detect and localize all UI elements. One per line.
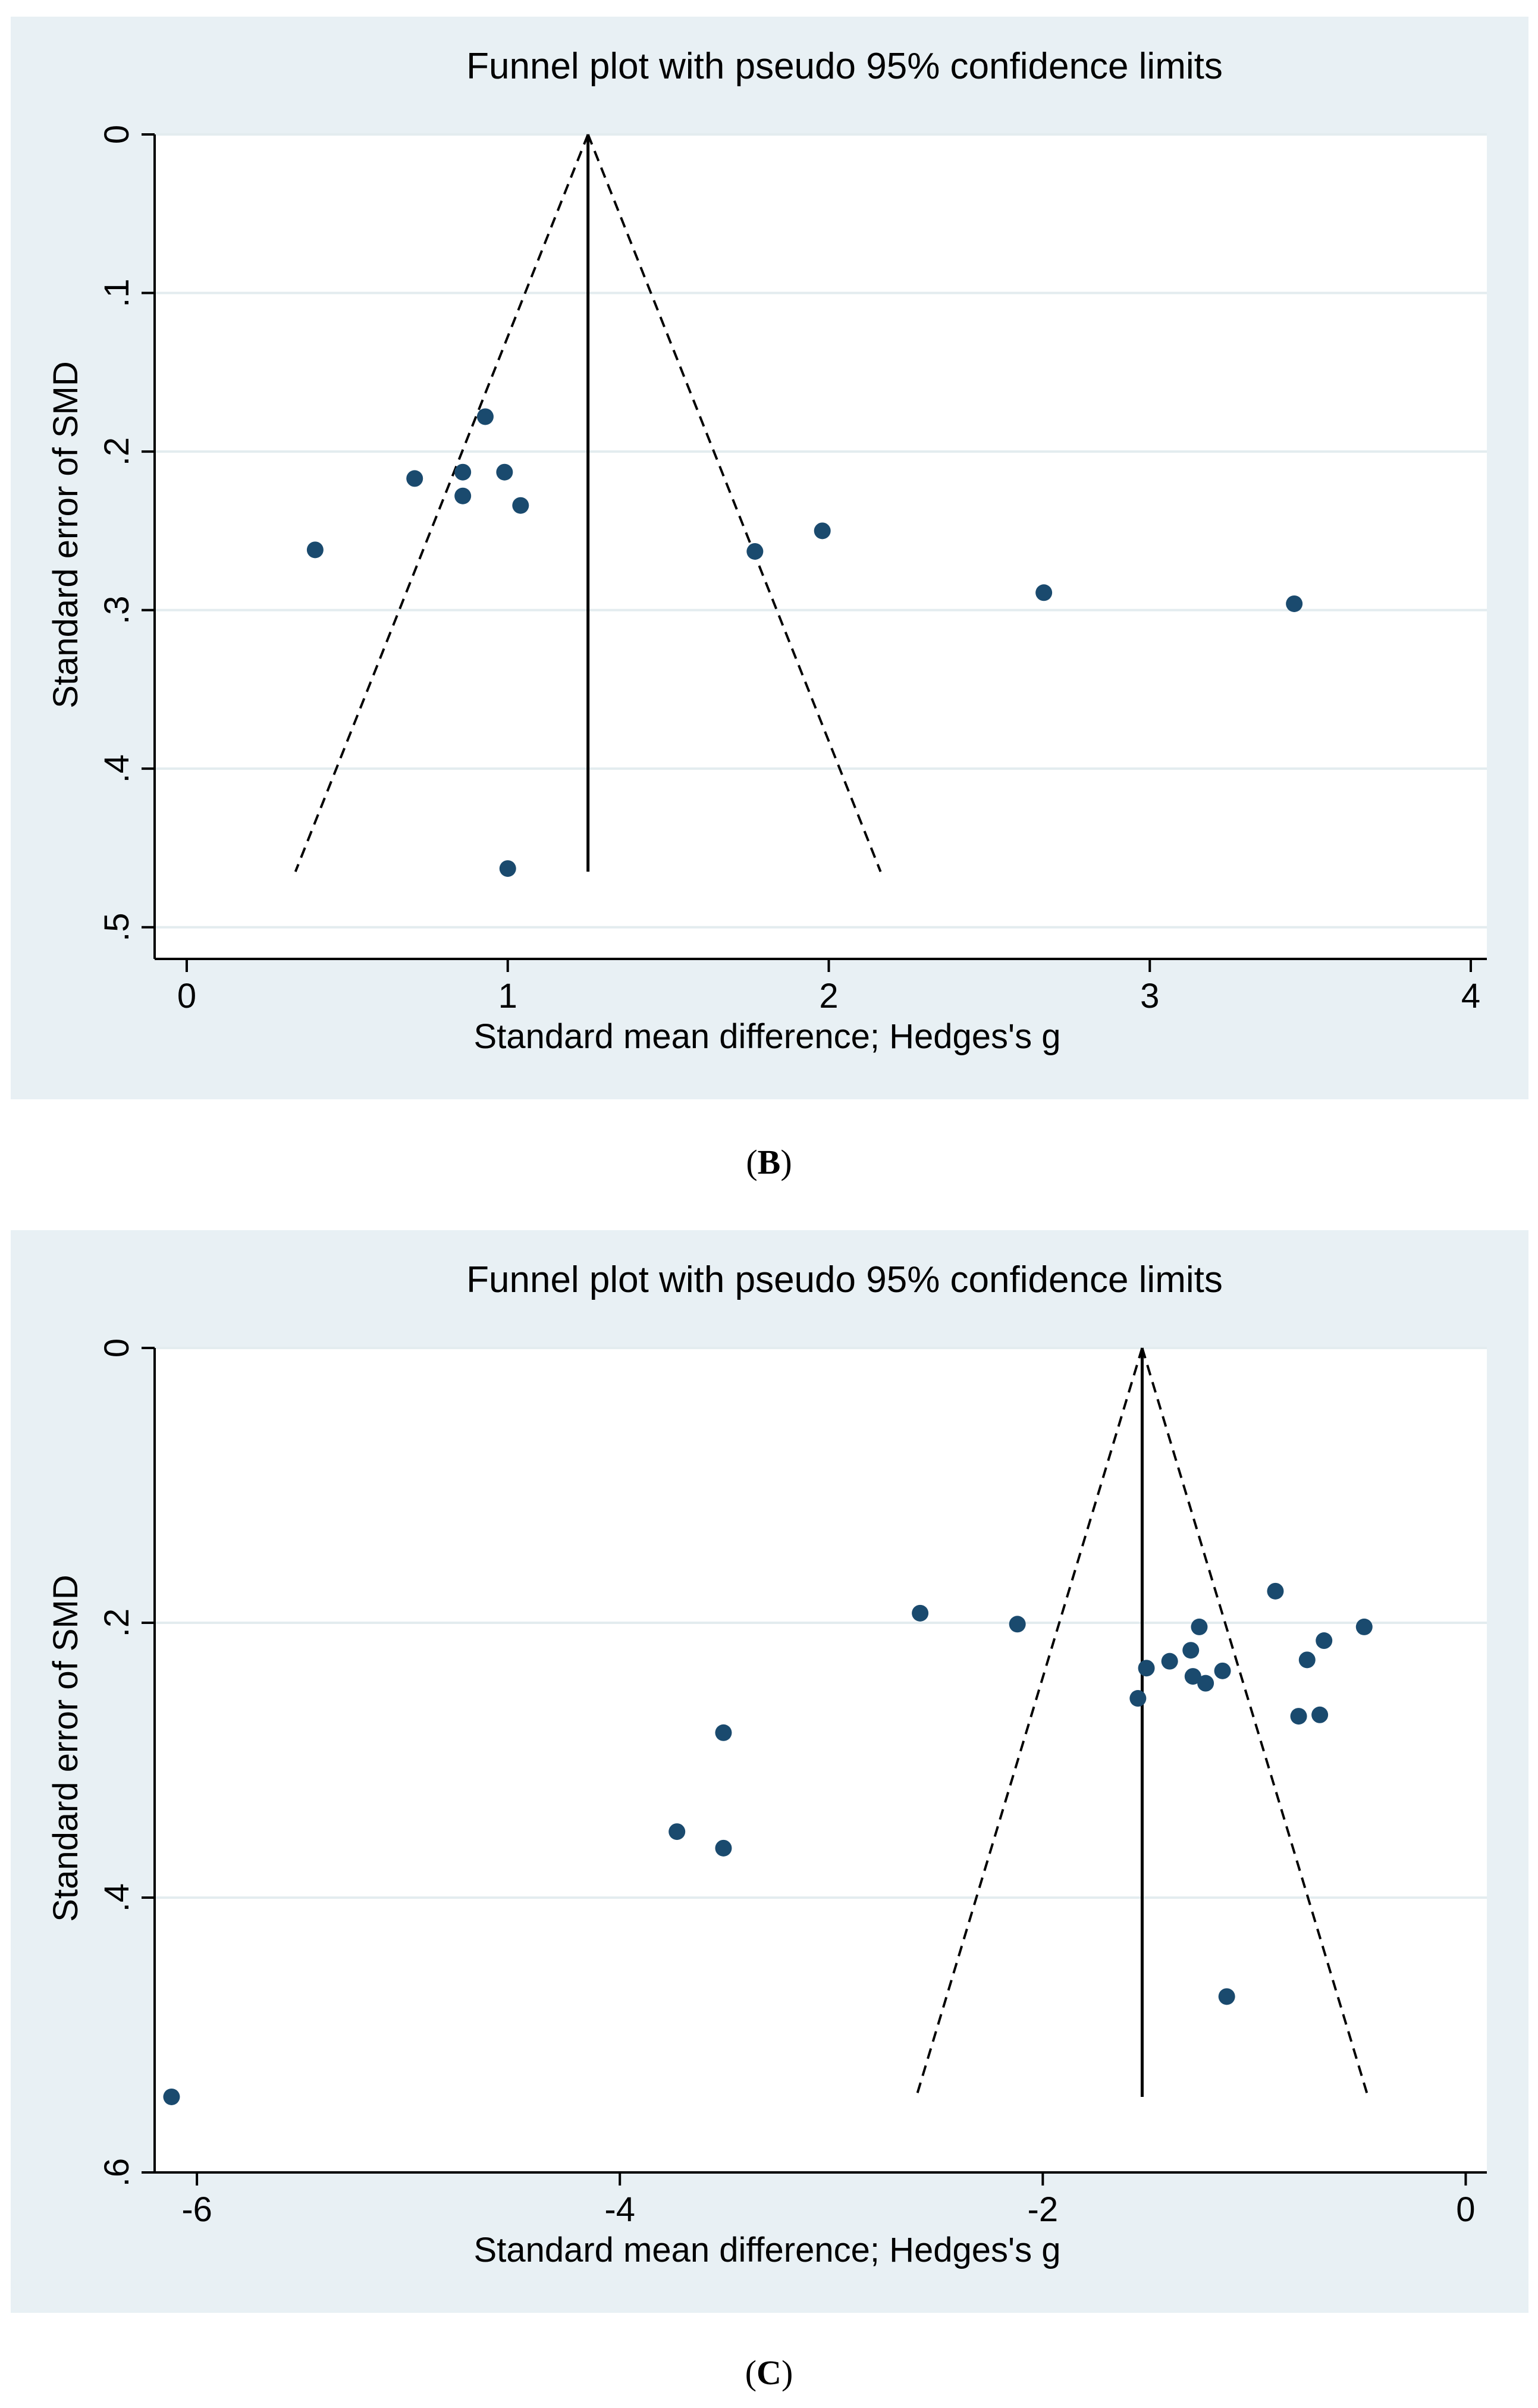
x-tick-label: 4 [1461, 977, 1480, 1015]
plot-area [155, 134, 1487, 959]
study-point [1138, 1660, 1155, 1677]
study-point [1355, 1618, 1373, 1635]
chart-title: Funnel plot with pseudo 95% confidence l… [466, 46, 1223, 87]
x-tick-label: -4 [604, 2190, 635, 2229]
x-tick-label: -6 [181, 2190, 212, 2229]
lower-confidence-limit-line [294, 134, 589, 873]
panel-b-caption-letter: B [757, 1143, 781, 1181]
study-point [1182, 1642, 1200, 1659]
study-point [1267, 1582, 1284, 1600]
study-point [1286, 595, 1303, 612]
study-point [512, 497, 529, 514]
upper-confidence-limit-line [586, 134, 882, 873]
funnel-plot-b: 0 .1 .2 .3 .4 .5 0 1 2 3 4 Funnel plot with pseudo … [11, 17, 1528, 1099]
plot-area [155, 1348, 1487, 2172]
study-point [1184, 1668, 1201, 1685]
y-tick-label: .2 [98, 437, 136, 466]
x-tick-label: 2 [819, 977, 838, 1015]
study-point [1009, 1616, 1026, 1633]
study-point [715, 1724, 732, 1741]
study-point [1035, 584, 1053, 601]
funnel-plot-c: 0 .2 .4 .6 -6 -4 -2 0 Funnel plot with pseudo 95… [11, 1230, 1528, 2313]
y-tick-label: .3 [98, 595, 136, 624]
study-point [1311, 1706, 1329, 1723]
panel-c-caption-letter: C [757, 2353, 781, 2392]
study-point [1298, 1651, 1316, 1669]
study-point [1197, 1675, 1214, 1692]
study-point [163, 2088, 180, 2105]
x-axis-title: Standard mean difference; Hedges's g [474, 1017, 1061, 1056]
panel-b-caption: (B) [746, 1143, 792, 1181]
y-tick-label: .6 [98, 2158, 136, 2187]
x-tick-label: 3 [1140, 977, 1159, 1015]
study-point [496, 463, 513, 481]
study-point [1191, 1618, 1208, 1635]
chart-title: Funnel plot with pseudo 95% confidence l… [466, 1259, 1223, 1300]
x-tick-label: 0 [1456, 2190, 1475, 2229]
y-tick-label: .4 [98, 754, 136, 783]
study-point [1218, 1988, 1235, 2005]
study-point [1214, 1662, 1231, 1679]
x-tick-label: -2 [1028, 2190, 1059, 2229]
study-point [306, 541, 324, 559]
y-tick-label: .2 [98, 1609, 136, 1637]
y-tick-label: 0 [98, 1338, 136, 1357]
study-point [746, 543, 764, 560]
study-point [1129, 1690, 1147, 1707]
lower-confidence-limit-line [915, 1347, 1144, 2097]
x-axis-title: Standard mean difference; Hedges's g [474, 2231, 1061, 2269]
study-point [454, 463, 472, 481]
panel-c-caption: (C) [745, 2353, 793, 2392]
study-point [814, 522, 831, 540]
study-point [476, 408, 494, 425]
y-tick-label: .5 [98, 913, 136, 942]
y-tick-label: .1 [98, 278, 136, 307]
study-point [1161, 1653, 1178, 1670]
study-point [715, 1839, 732, 1857]
y-axis-title: Standard error of SMD [46, 1575, 85, 1921]
y-axis-title: Standard error of SMD [46, 361, 85, 708]
study-point [912, 1604, 929, 1622]
study-point [454, 487, 472, 504]
y-tick-label: .4 [98, 1883, 136, 1912]
study-point [668, 1823, 686, 1841]
x-tick-label: 1 [498, 977, 517, 1015]
x-tick-label: 0 [177, 977, 196, 1015]
upper-confidence-limit-line [1141, 1347, 1370, 2097]
study-point [1290, 1708, 1307, 1725]
y-tick-label: 0 [98, 125, 136, 144]
study-point [499, 860, 516, 877]
study-point [406, 470, 423, 487]
study-point [1316, 1632, 1333, 1650]
